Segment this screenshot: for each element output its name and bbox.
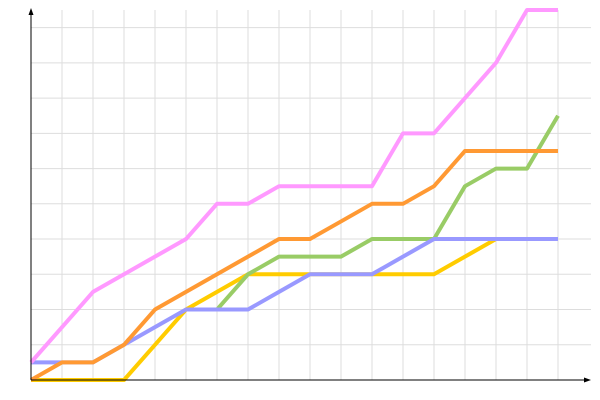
series-lines (29, 8, 560, 382)
series-line-2 (215, 114, 560, 311)
series-line-4 (30, 148, 558, 382)
y-axis-arrow-icon (28, 8, 34, 15)
series-line-5 (29, 8, 558, 364)
grid (31, 10, 591, 380)
axes (28, 8, 591, 383)
x-axis-arrow-icon (584, 377, 591, 383)
